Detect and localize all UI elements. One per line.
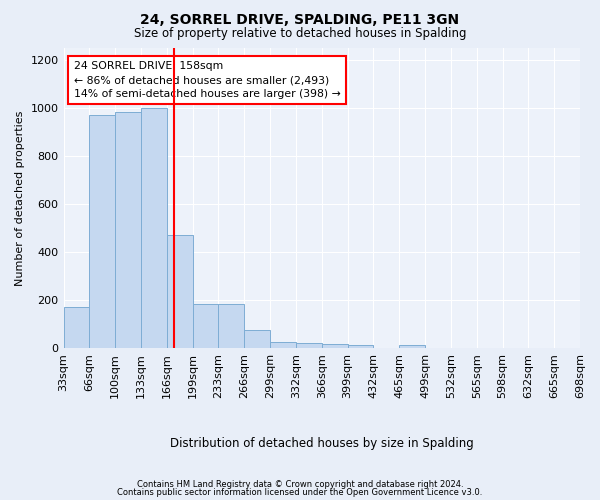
Y-axis label: Number of detached properties: Number of detached properties bbox=[15, 110, 25, 286]
Text: 24 SORREL DRIVE: 158sqm
← 86% of detached houses are smaller (2,493)
14% of semi: 24 SORREL DRIVE: 158sqm ← 86% of detache… bbox=[74, 61, 341, 99]
Bar bbox=[167, 235, 193, 348]
Bar bbox=[193, 304, 218, 348]
Bar bbox=[141, 108, 167, 348]
Text: 24, SORREL DRIVE, SPALDING, PE11 3GN: 24, SORREL DRIVE, SPALDING, PE11 3GN bbox=[140, 12, 460, 26]
Bar bbox=[296, 343, 322, 348]
Text: Size of property relative to detached houses in Spalding: Size of property relative to detached ho… bbox=[134, 28, 466, 40]
Bar bbox=[347, 345, 373, 348]
X-axis label: Distribution of detached houses by size in Spalding: Distribution of detached houses by size … bbox=[170, 437, 473, 450]
Bar bbox=[322, 344, 347, 348]
Bar bbox=[270, 342, 296, 348]
Bar bbox=[218, 304, 244, 348]
Bar bbox=[115, 112, 141, 348]
Text: Contains public sector information licensed under the Open Government Licence v3: Contains public sector information licen… bbox=[118, 488, 482, 497]
Bar bbox=[399, 345, 425, 348]
Text: Contains HM Land Registry data © Crown copyright and database right 2024.: Contains HM Land Registry data © Crown c… bbox=[137, 480, 463, 489]
Bar bbox=[244, 330, 270, 348]
Bar bbox=[89, 115, 115, 348]
Bar bbox=[64, 307, 89, 348]
